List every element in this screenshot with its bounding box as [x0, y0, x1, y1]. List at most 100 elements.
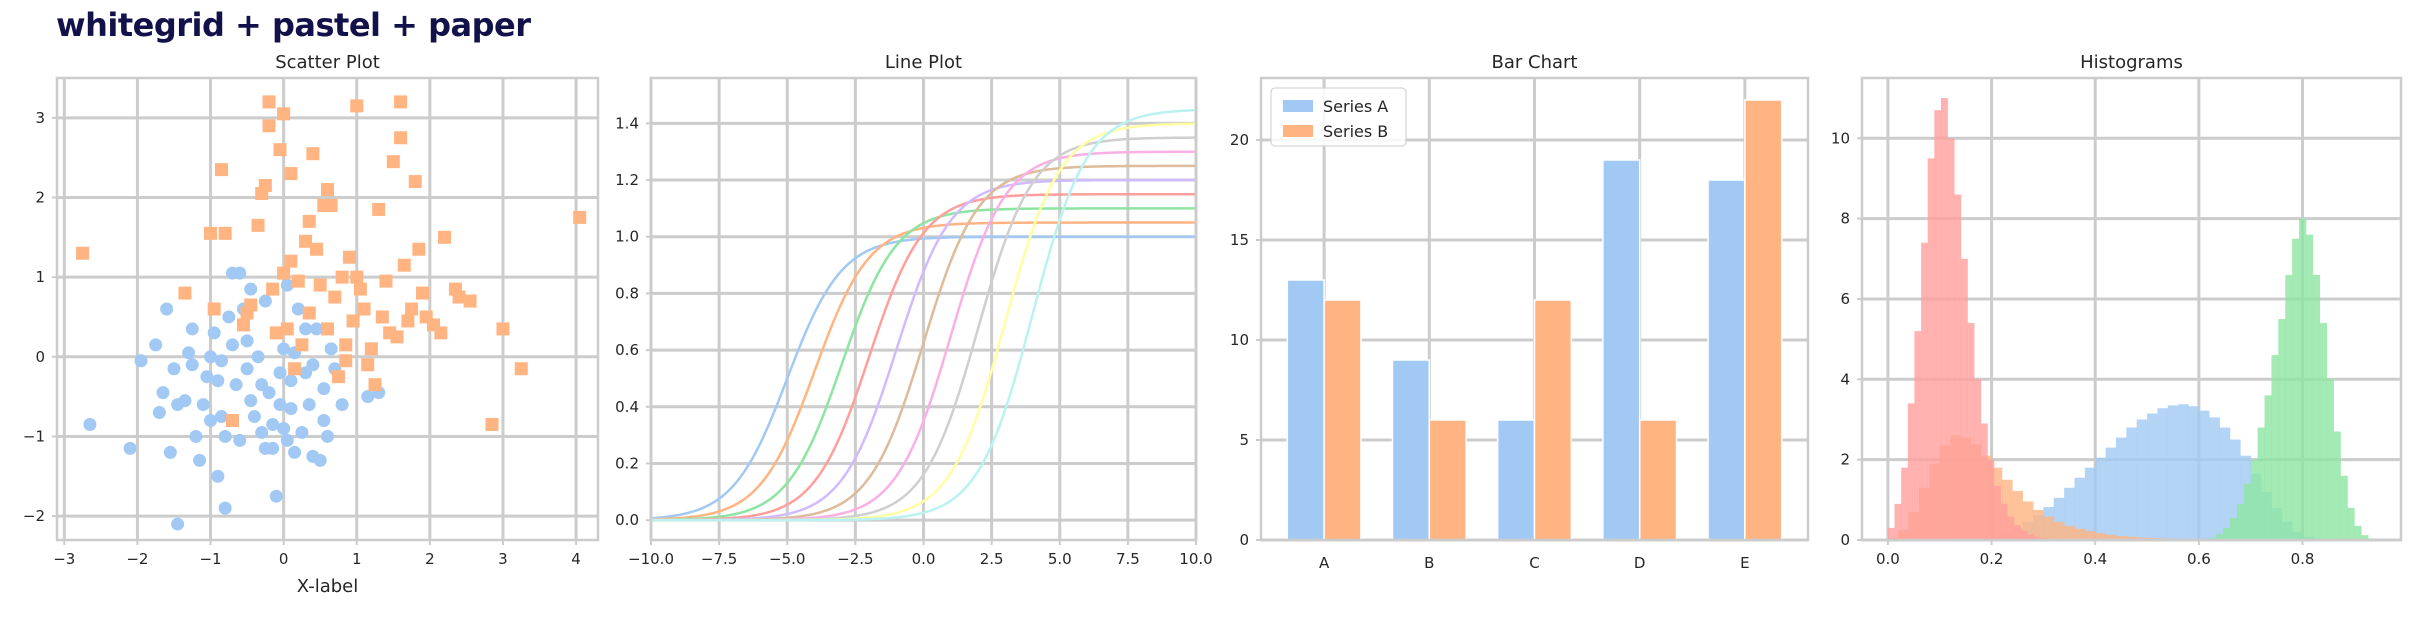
- scatter-point: [218, 501, 232, 515]
- y-tick-label: 10: [1230, 331, 1249, 349]
- scatter-point: [394, 95, 408, 109]
- y-tick-label: 1.2: [615, 171, 639, 189]
- histogram-bar: [2033, 509, 2044, 540]
- histogram-bar: [2115, 437, 2127, 540]
- scatter-point: [386, 155, 400, 169]
- scatter-point: [178, 286, 192, 300]
- scatter-point: [277, 266, 291, 280]
- x-tick-label: 10.0: [1179, 550, 1212, 568]
- histogram-bar: [2229, 439, 2241, 540]
- histogram-bar: [2271, 355, 2279, 540]
- scatter-point: [233, 433, 247, 447]
- scatter-point: [452, 290, 466, 304]
- scatter-point: [273, 398, 287, 412]
- histogram-bar: [2219, 427, 2231, 540]
- line-series-3: [650, 207, 1196, 522]
- legend: Series A Series B: [1270, 87, 1407, 147]
- y-tick-label: 5: [1239, 431, 1249, 449]
- scatter-point: [284, 402, 298, 416]
- scatter-point: [185, 358, 199, 372]
- y-tick-label: 0.0: [615, 511, 639, 529]
- scatter-point: [291, 274, 305, 288]
- histogram-bar: [2136, 419, 2148, 540]
- histogram-bar: [2312, 274, 2321, 540]
- histogram-bar: [2064, 487, 2075, 540]
- histogram-bar: [2027, 534, 2035, 540]
- scatter-point: [321, 322, 334, 336]
- scatter-point: [214, 410, 228, 424]
- scatter-point: [185, 322, 199, 336]
- histogram-bar: [1960, 258, 1968, 540]
- scatter-point: [372, 202, 386, 216]
- scatter-point: [266, 282, 280, 296]
- histogram-bar: [1901, 467, 1909, 540]
- x-tick-label: 0.2: [1980, 550, 2004, 568]
- scatter-point: [236, 318, 250, 332]
- scatter-point: [302, 214, 316, 228]
- histogram-bar: [1927, 158, 1935, 540]
- y-tick-label: 20: [1230, 131, 1249, 149]
- histogram-bar: [2095, 457, 2106, 540]
- x-tick-label: 4: [571, 550, 581, 568]
- scatter-point: [160, 302, 174, 316]
- x-axis-label: X-label: [297, 576, 358, 597]
- line-series-2: [650, 221, 1196, 521]
- scatter-point: [302, 306, 316, 320]
- scatter-series-2: [76, 95, 587, 431]
- scatter-point: [324, 198, 338, 212]
- histogram-bar: [2007, 516, 2015, 540]
- scatter-point: [379, 274, 393, 288]
- scatter-point: [401, 314, 415, 328]
- histogram-bar: [2257, 427, 2265, 540]
- axes-title: Scatter Plot: [275, 52, 380, 73]
- y-tick-label: 2: [35, 188, 45, 206]
- scatter-point: [189, 429, 203, 443]
- scatter-point: [262, 95, 276, 109]
- scatter-point: [193, 453, 207, 467]
- histogram-bar: [1974, 379, 1982, 540]
- line-series-4: [650, 192, 1196, 522]
- scatter-point: [335, 398, 349, 412]
- bar-A-series-1: [1286, 279, 1325, 541]
- scatter-point: [299, 234, 313, 248]
- scatter-point: [225, 338, 239, 352]
- histogram-bar: [2084, 531, 2096, 540]
- scatter-point: [149, 338, 163, 352]
- scatter-point: [266, 418, 280, 431]
- axes-1: Scatter Plot −3 −2 −1 0 1 2 3 4 −2 −1 0 1 2 3 X-label: [23, 52, 600, 597]
- y-tick-label: 1.4: [615, 114, 639, 132]
- x-tick-label: 3: [498, 550, 508, 568]
- scatter-point: [123, 441, 137, 455]
- bar-B-series-1: [1391, 359, 1431, 541]
- histogram-bar: [2105, 534, 2117, 540]
- x-tick-label: 0.4: [2083, 550, 2107, 568]
- scatter-point: [328, 290, 342, 304]
- scatter-point: [244, 394, 258, 408]
- scatter-point: [288, 362, 302, 376]
- y-tick-label: −2: [23, 507, 45, 525]
- histogram-bar: [2053, 521, 2065, 540]
- scatter-point: [134, 354, 148, 368]
- scatter-point: [302, 398, 316, 412]
- scatter-point: [204, 414, 218, 428]
- histogram-bar: [2243, 483, 2252, 540]
- y-tick-label: 0: [35, 348, 45, 366]
- scatter-point: [321, 183, 334, 197]
- x-tick-label: −1: [199, 550, 221, 568]
- histogram-bar: [1914, 331, 1922, 540]
- scatter-point: [331, 370, 345, 384]
- histogram-bar: [1940, 98, 1948, 540]
- axes-frame: [1259, 76, 1810, 542]
- scatter-point: [277, 107, 291, 121]
- histogram-bar: [2216, 533, 2224, 540]
- histogram-bar: [2147, 413, 2158, 540]
- histogram-bar: [2340, 475, 2348, 540]
- scatter-point: [262, 386, 276, 400]
- x-tick-label: A: [1319, 554, 1330, 572]
- axes-title: Histograms: [2080, 52, 2183, 73]
- line-series-10: [651, 108, 1197, 522]
- bar-D-series-1: [1602, 159, 1641, 541]
- axes-frame: [649, 76, 1198, 542]
- scatter-point: [200, 370, 214, 384]
- histogram-bar: [2285, 274, 2293, 540]
